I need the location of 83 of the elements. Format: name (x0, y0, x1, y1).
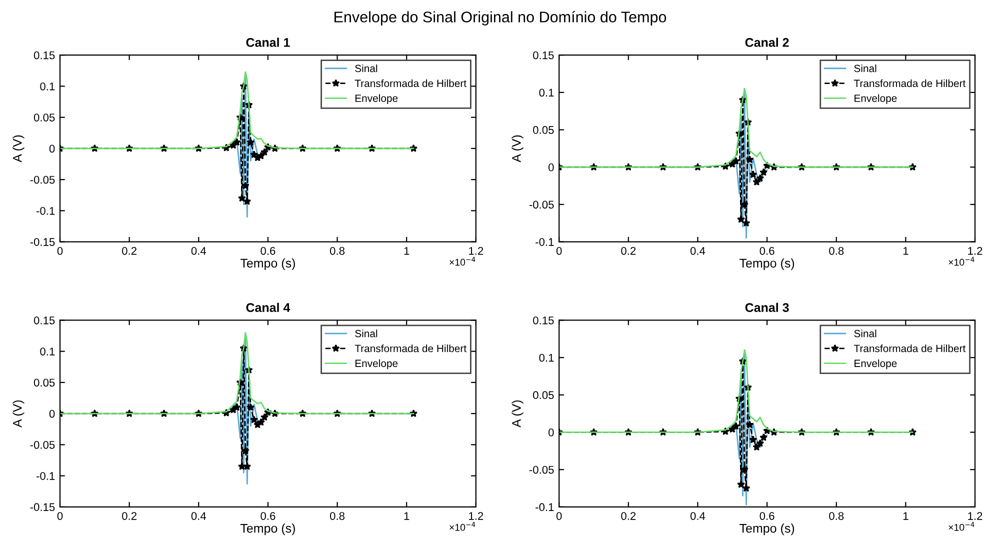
x-tick-label: 0.2 (621, 512, 636, 520)
y-tick-label: -0.05 (30, 440, 55, 449)
chart-title: Canal 1 (246, 38, 290, 47)
x-tick-label: 1.2 (469, 246, 484, 255)
x-tick-label: 0 (556, 512, 562, 520)
x-tick-label: 0.6 (760, 246, 774, 255)
legend-label: Transformada de Hilbert (354, 344, 466, 352)
y-tick-label: 0.1 (40, 348, 55, 356)
y-tick-label: -0.05 (529, 466, 554, 474)
legend-label: Transformada de Hilbert (854, 344, 966, 352)
x-axis-title: Tempo (s) (740, 524, 794, 536)
y-tick-label: 0 (548, 163, 554, 172)
y-tick-label: -0.15 (30, 503, 55, 512)
chart-title: Canal 4 (246, 302, 290, 312)
chart-title: Canal 2 (745, 38, 789, 47)
legend-label: Transformada de Hilbert (854, 79, 966, 88)
legend-label: Envelope (854, 94, 897, 104)
y-tick-label: 0 (548, 428, 554, 436)
legend-label: Sinal (355, 330, 378, 338)
x-tick-label: 0.6 (260, 246, 276, 255)
x-tick-label: 0 (57, 512, 63, 520)
y-tick-label: 0 (49, 410, 55, 418)
y-tick-label: 0.05 (34, 378, 55, 387)
y-tick-label: -0.15 (30, 238, 55, 246)
y-axis-title: A (V) (512, 400, 524, 428)
legend-label: Transformada de Hilbert (354, 79, 466, 88)
legend-label: Envelope (355, 359, 398, 370)
y-tick-label: 0.05 (533, 391, 554, 400)
y-tick-label: 0.1 (539, 354, 554, 362)
x-tick-label: 0.8 (829, 246, 844, 255)
y-tick-label: -0.1 (536, 238, 554, 246)
y-tick-label: 0.1 (539, 88, 554, 97)
y-tick-label: 0.05 (34, 114, 55, 122)
y-axis-title: A (V) (12, 400, 24, 428)
x-axis-title: Tempo (s) (240, 258, 295, 270)
text: ×10$^{−4}$ (948, 256, 974, 266)
x-tick-label: 1.2 (469, 512, 484, 520)
y-tick-label: 0.15 (34, 51, 55, 60)
legend-label: Envelope (854, 359, 897, 370)
x-tick-label: 0.4 (191, 512, 206, 520)
y-tick-label: 0.15 (533, 316, 554, 324)
x-tick-label: 0.2 (621, 246, 636, 255)
legend-label: Sinal (854, 64, 876, 72)
x-tick-label: 0 (57, 246, 63, 255)
x-tick-label: 0.2 (122, 512, 136, 520)
legend-label: Sinal (854, 330, 876, 338)
text: Envelope do Sinal Original no Domínio do Tempo (334, 11, 666, 26)
y-tick-label: 0.15 (533, 51, 554, 60)
x-tick-label: 1 (903, 247, 908, 255)
y-tick-label: -0.1 (36, 206, 55, 215)
x-axis-title: Tempo (s) (240, 524, 295, 536)
x-tick-label: 0.4 (690, 512, 706, 520)
chart-title: Canal 3 (745, 302, 789, 312)
x-tick-label: 1 (903, 512, 908, 520)
x-tick-label: 0.4 (690, 246, 706, 255)
y-tick-label: -0.05 (529, 200, 554, 209)
x-tick-label: 0.6 (260, 512, 276, 520)
y-tick-label: 0.1 (40, 82, 55, 90)
legend-label: Sinal (355, 64, 378, 72)
x-tick-label: 0 (556, 246, 562, 255)
x-tick-label: 0.8 (330, 512, 345, 520)
text: ×10$^{−4}$ (450, 256, 476, 266)
y-tick-label: -0.05 (30, 176, 55, 184)
x-tick-label: 0.2 (122, 246, 136, 255)
x-tick-label: 0.8 (829, 512, 844, 520)
y-tick-label: 0.05 (533, 126, 554, 134)
y-tick-label: 0 (49, 144, 55, 153)
y-tick-label: -0.1 (36, 472, 55, 480)
x-axis-title: Tempo (s) (740, 258, 794, 270)
y-tick-label: -0.1 (536, 503, 554, 512)
legend-label: Envelope (355, 94, 398, 104)
text: ×10$^{−4}$ (450, 522, 476, 531)
x-tick-label: 1.2 (968, 246, 982, 255)
x-tick-label: 1 (404, 512, 410, 520)
y-tick-label: 0.15 (34, 316, 55, 324)
x-tick-label: 1.2 (968, 512, 982, 520)
x-tick-label: 0.8 (330, 246, 345, 255)
text: ×10$^{−4}$ (948, 522, 974, 531)
x-tick-label: 0.6 (760, 512, 774, 520)
x-tick-label: 1 (404, 247, 410, 255)
x-tick-label: 0.4 (191, 246, 206, 255)
y-axis-title: A (V) (12, 135, 24, 162)
y-axis-title: A (V) (512, 135, 524, 162)
